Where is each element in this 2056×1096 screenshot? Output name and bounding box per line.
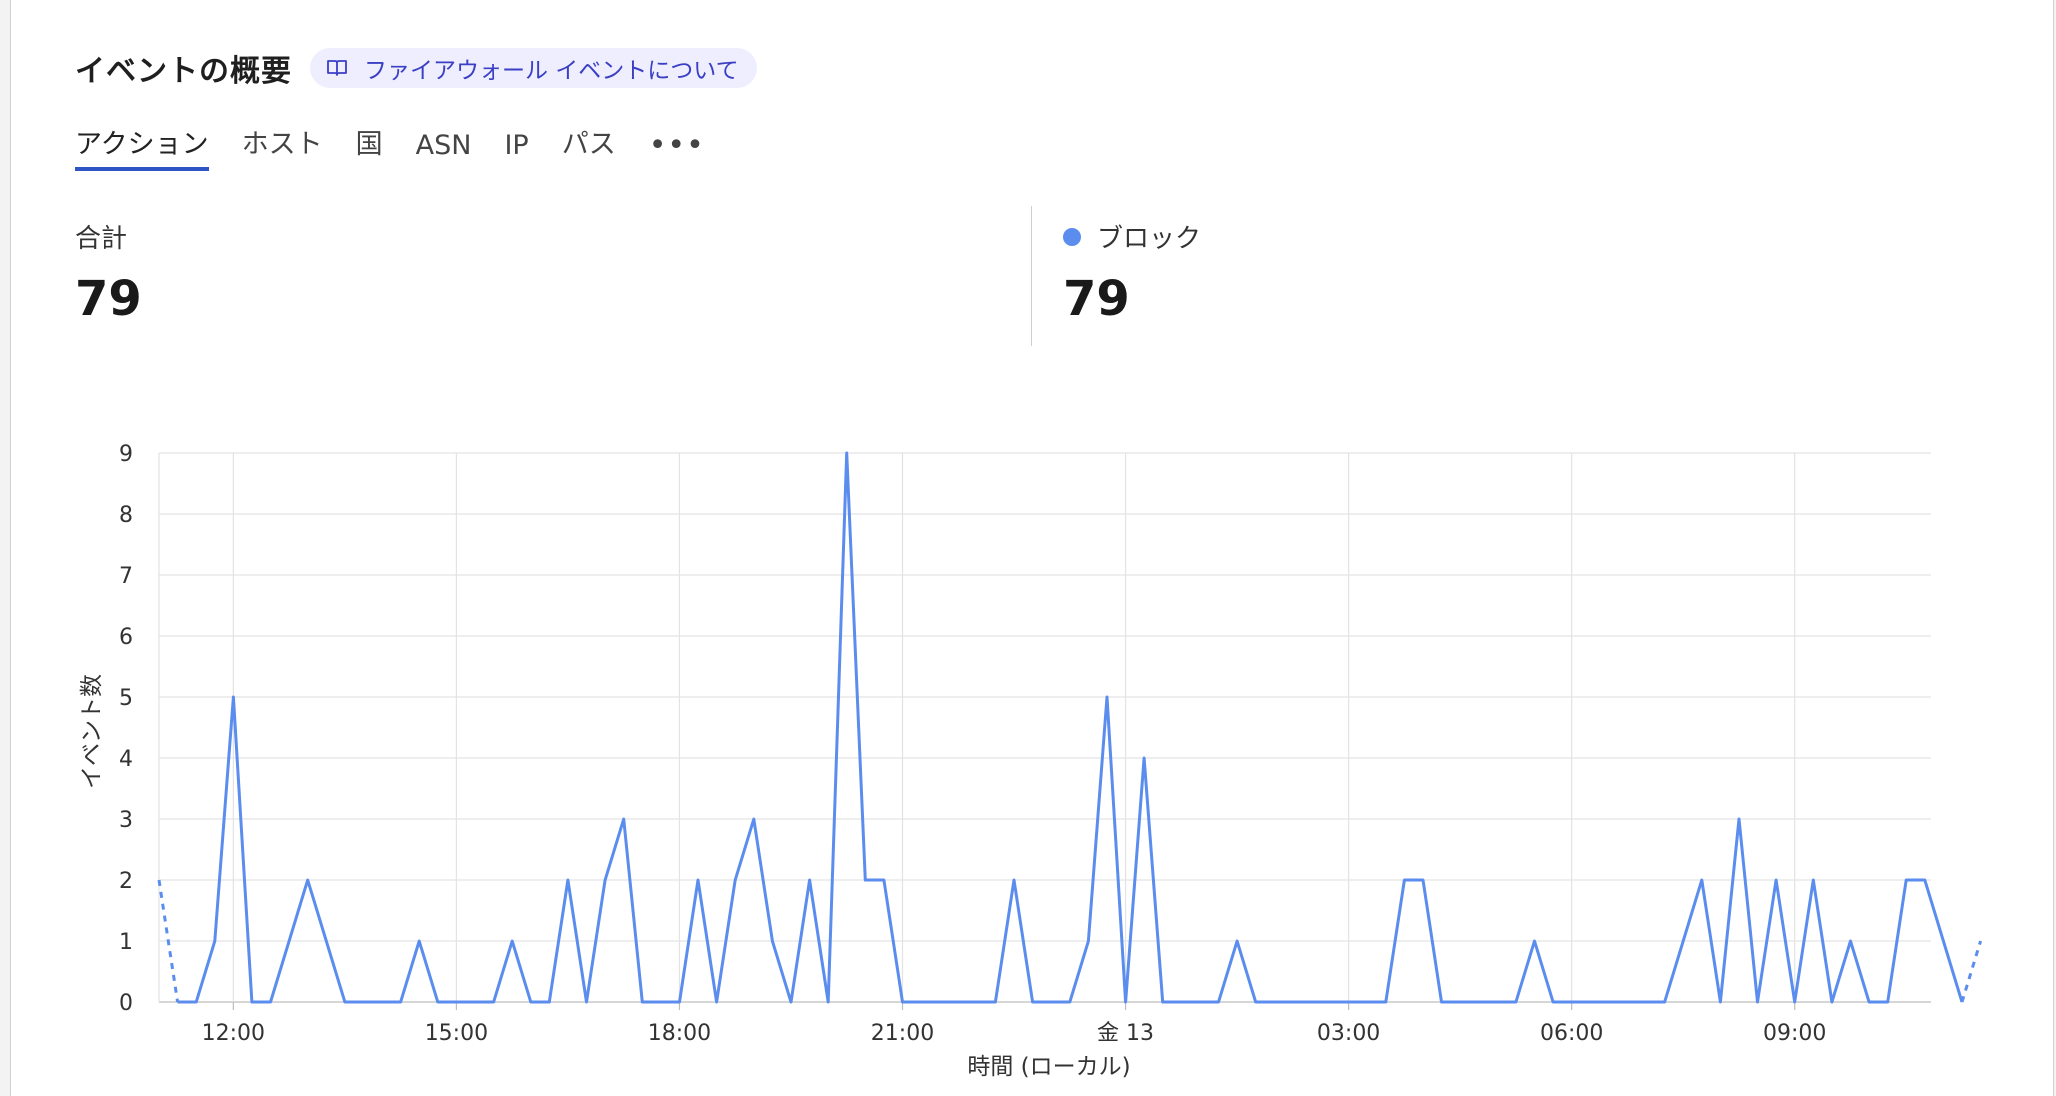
y-tick-label: 7 xyxy=(119,564,133,589)
y-tick-label: 9 xyxy=(119,442,133,467)
tab-bar: アクション ホスト 国 ASN IP パス ••• xyxy=(75,122,705,171)
book-icon xyxy=(327,60,347,76)
tab-host[interactable]: ホスト xyxy=(241,129,323,160)
y-tick-label: 1 xyxy=(119,930,133,955)
y-tick-label: 6 xyxy=(119,625,133,650)
x-tick-label: 06:00 xyxy=(1540,1021,1603,1046)
y-axis-title: イベント数 xyxy=(79,674,105,789)
events-line-chart: 0 1 2 3 4 5 6 7 8 9 12:00 15:00 18:00 21:00 金 13 03:00 0… xyxy=(79,442,1983,1080)
tab-country[interactable]: 国 xyxy=(355,129,383,160)
panel-title: イベントの概要 xyxy=(75,54,292,89)
y-tick-label: 3 xyxy=(119,808,133,833)
y-tick-label: 8 xyxy=(119,503,133,528)
firewall-events-doc-link[interactable]: ファイアウォール イベントについて xyxy=(310,48,757,88)
stat-total-value: 79 xyxy=(75,271,142,327)
y-tick-label: 2 xyxy=(119,869,133,894)
stat-total: 合計 79 xyxy=(75,218,142,327)
tab-action[interactable]: アクション xyxy=(75,122,209,171)
x-tick-label: 18:00 xyxy=(648,1021,711,1046)
x-tick-label: 21:00 xyxy=(871,1021,934,1046)
legend-dot-block xyxy=(1063,227,1081,246)
series-line-block xyxy=(177,451,1964,1004)
tab-path[interactable]: パス xyxy=(561,129,616,160)
more-tabs-button[interactable]: ••• xyxy=(648,128,705,163)
panel-header: イベントの概要 ファイアウォール イベントについて xyxy=(75,46,757,90)
stat-block: ブロック 79 xyxy=(1063,218,1201,327)
stat-block-label: ブロック xyxy=(1097,224,1202,254)
stat-block-value: 79 xyxy=(1063,271,1130,327)
y-tick-label: 5 xyxy=(119,686,133,711)
series-edge-start xyxy=(157,879,180,1003)
series-edge-end xyxy=(1960,940,1983,1003)
x-axis-title: 時間 (ローカル) xyxy=(967,1054,1130,1080)
x-tick-label: 金 13 xyxy=(1097,1021,1154,1046)
x-tick-label: 12:00 xyxy=(202,1021,265,1046)
stat-divider xyxy=(1031,206,1032,346)
x-tick-label: 15:00 xyxy=(425,1021,488,1046)
stat-total-label: 合計 xyxy=(75,224,128,254)
y-tick-label: 4 xyxy=(119,747,133,772)
x-tick-label: 09:00 xyxy=(1763,1021,1826,1046)
events-overview-panel: イベントの概要 ファイアウォール イベントについて アクション ホスト 国 AS… xyxy=(10,0,2054,1096)
y-tick-label: 0 xyxy=(119,991,133,1016)
doc-link-label: ファイアウォール イベントについて xyxy=(364,58,739,84)
tab-ip[interactable]: IP xyxy=(504,130,529,161)
x-tick-label: 03:00 xyxy=(1317,1021,1380,1046)
tab-asn[interactable]: ASN xyxy=(415,130,472,161)
